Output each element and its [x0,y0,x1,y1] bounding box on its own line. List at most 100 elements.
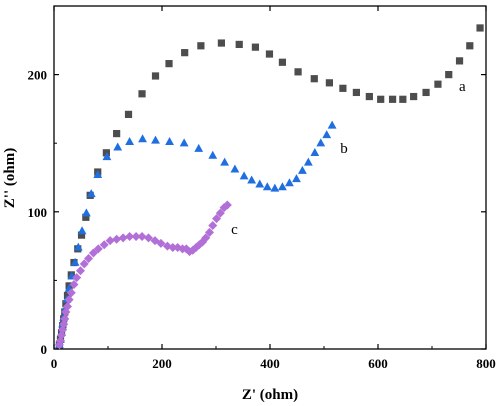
series-b-point [125,137,134,146]
series-a-point [82,213,90,221]
series-b-point [310,148,320,157]
series-c-point [99,240,109,250]
series-a-point [445,71,453,79]
series-c-point [131,231,141,241]
series-a-point [399,95,407,103]
series-b-point [316,138,326,147]
series-c-point [63,301,72,311]
series-a-point [365,92,373,101]
series-b-point [239,171,249,180]
series-a-point [165,60,173,68]
series-a-point [325,79,333,87]
series-c-point [125,231,135,241]
series-b-point [86,189,96,198]
series-a-point [151,72,160,80]
series-c-point [144,233,153,243]
series-b-point [194,143,204,152]
series-b-label: b [340,141,348,157]
series-b-point [179,138,189,147]
series-c-label: c [231,222,238,238]
x-tick-label: 200 [152,356,172,371]
series-a-point [455,57,464,65]
series-b-point [220,157,230,166]
series-c-point [212,214,222,224]
series-c-point [205,227,215,237]
series-a-point [251,43,260,51]
y-tick-label: 200 [28,68,48,83]
series-b-point [102,152,112,161]
series-a-point [63,291,72,300]
series-a-point [294,68,302,76]
y-tick-label: 100 [28,205,48,220]
series-b-point [70,257,80,266]
series-a-point [410,92,418,101]
series-a-point [265,50,274,58]
y-tick-label: 0 [41,342,48,357]
series-b-point [285,178,294,187]
series-c-point [64,295,74,305]
series-a-point [217,39,225,47]
series-c-point [55,336,65,346]
series-c-point [93,244,103,254]
series-b-point [82,208,91,217]
series-a-point [466,42,474,50]
series-b-point [327,120,337,129]
series-a-point [77,231,86,239]
series-a-point [476,24,484,32]
series-b-point [298,165,307,174]
series-b-point [303,157,313,166]
series-c-point [72,273,82,283]
series-c-point [215,208,225,218]
x-tick-label: 600 [368,356,388,371]
series-c-point [137,231,147,241]
series-a-point [377,95,385,103]
series-a-label: a [459,79,466,95]
series-a-point [278,58,287,66]
series-b-point [270,183,280,192]
series-c-point [222,200,232,210]
series-b-point [77,226,87,235]
axis-ticks: 0 200 400 600 800 0 100 200 [28,6,496,371]
series-c-point [60,314,70,324]
series-a-point [102,149,110,157]
series-b-point [292,174,301,183]
series-b-point [151,135,160,144]
series-b-point [113,142,123,151]
series-c-point [168,242,178,252]
series-b-point [230,164,240,173]
y-axis-title: Z'' (ohm) [2,148,18,208]
series-c-point [118,233,128,243]
series-c-point [105,236,115,246]
x-axis-title: Z' (ohm) [242,387,298,403]
series-b-point [247,175,257,184]
series-b-point [208,150,218,159]
series-a-point [339,84,347,92]
series-b-point [73,242,83,251]
series-b-point [138,134,147,143]
x-tick-label: 800 [476,356,496,371]
series-labels: a b c [231,79,466,238]
series-a-point [434,80,442,88]
series-c-point [66,288,76,298]
series-a-point [422,88,430,97]
series-c-point [79,259,89,269]
series-b-point [322,130,332,139]
series-b-point [262,182,272,191]
series-c-point [208,221,218,231]
series-a-point [124,110,133,118]
series-a-point [310,75,318,83]
series-a-point [181,49,189,57]
series-c-point [156,238,166,248]
series-b-point [93,169,103,178]
series-a-point [138,90,146,98]
series-c-point [69,280,79,290]
series-c-point [201,233,211,243]
series-a-point [113,129,121,138]
series-a-point [352,88,360,97]
series-a-point [388,95,397,103]
series-c-point [112,234,122,244]
data-markers [54,24,484,350]
series-b-point [255,179,265,188]
